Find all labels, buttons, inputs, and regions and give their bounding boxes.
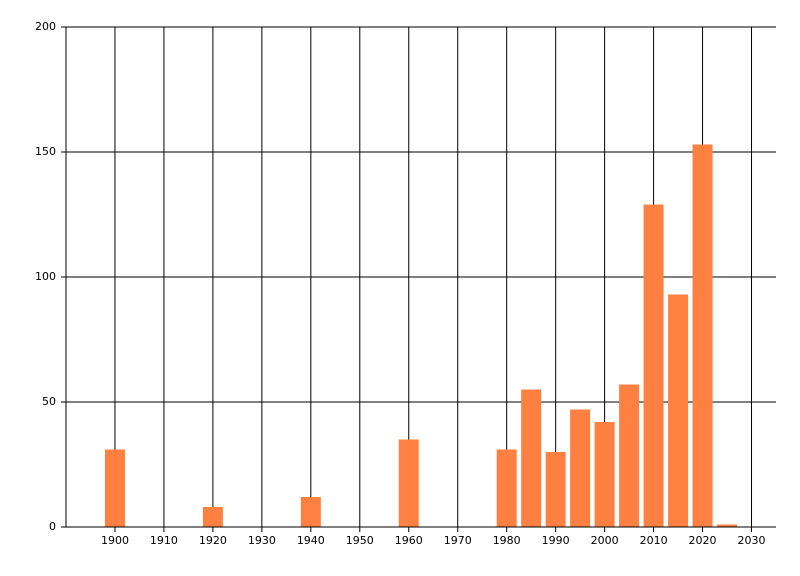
- x-tick-label: 2010: [640, 534, 668, 547]
- bar: [594, 422, 615, 527]
- y-tick-label: 100: [35, 270, 56, 283]
- x-tick-label: 2000: [591, 534, 619, 547]
- y-tick-label: 150: [35, 145, 56, 158]
- x-tick-label: 1950: [346, 534, 374, 547]
- bar: [668, 294, 689, 527]
- x-tick-label: 1970: [444, 534, 472, 547]
- x-tick-label: 1930: [248, 534, 276, 547]
- y-tick-label: 200: [35, 20, 56, 33]
- x-tick-label: 1900: [101, 534, 129, 547]
- x-tick-label: 1990: [542, 534, 570, 547]
- x-tick-label: 2030: [738, 534, 766, 547]
- bar: [545, 452, 566, 527]
- bar: [521, 389, 542, 527]
- x-tick-label: 1920: [199, 534, 227, 547]
- bar: [692, 144, 713, 527]
- x-tick-label: 1940: [297, 534, 325, 547]
- x-tick-label: 1980: [493, 534, 521, 547]
- bar: [619, 384, 640, 527]
- bar: [300, 497, 321, 527]
- x-tick-label: 1910: [150, 534, 178, 547]
- y-tick-label: 0: [49, 520, 56, 533]
- bar: [643, 204, 664, 527]
- bar: [717, 524, 738, 527]
- x-tick-label: 1960: [395, 534, 423, 547]
- y-tick-label: 50: [42, 395, 56, 408]
- bar: [496, 449, 517, 527]
- x-tick-label: 2020: [689, 534, 717, 547]
- bar: [570, 409, 591, 527]
- bar: [398, 439, 419, 527]
- bar: [104, 449, 125, 527]
- bar: [202, 507, 223, 527]
